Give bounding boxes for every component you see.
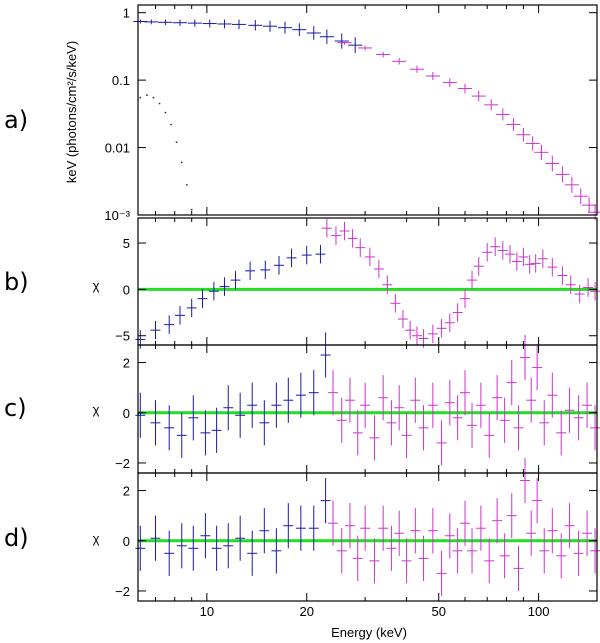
y-axis-title-flux: keV (photons/cm²/s/keV) bbox=[64, 41, 79, 183]
axes-frame bbox=[137, 344, 598, 474]
y-tick-label: −5 bbox=[115, 329, 130, 344]
panel-b-residuals: 5 0 −5 bbox=[115, 217, 600, 349]
series-1 bbox=[135, 244, 326, 349]
x-tick-label: 20 bbox=[299, 604, 313, 619]
y-tick-label: 5 bbox=[123, 236, 130, 251]
y-tick-label: 0 bbox=[123, 406, 130, 421]
data-point bbox=[185, 183, 188, 186]
panel-d-residuals: 20−210 20 50 100 bbox=[115, 457, 600, 619]
panel-label-c: c) bbox=[4, 394, 27, 422]
y-tick-label: −2 bbox=[115, 456, 130, 471]
y-tick-label: 0 bbox=[123, 282, 130, 297]
data-point bbox=[170, 123, 172, 126]
y-tick-label: 1 bbox=[123, 6, 130, 21]
data-point bbox=[180, 161, 183, 164]
data-point bbox=[190, 208, 193, 211]
x-axis-title: Energy (keV) bbox=[331, 625, 407, 640]
y-axis-title-chi-c: χ bbox=[93, 402, 100, 417]
axes-frame bbox=[137, 472, 598, 602]
data-point bbox=[152, 96, 155, 99]
data-point bbox=[175, 141, 178, 144]
x-tick-label: 100 bbox=[528, 604, 550, 619]
y-tick-label: 2 bbox=[123, 484, 130, 499]
data-point bbox=[158, 102, 161, 105]
y-tick-label: 10⁻³ bbox=[104, 208, 130, 223]
axes-frame bbox=[137, 217, 598, 346]
y-tick-label: −2 bbox=[115, 584, 130, 599]
panel-a-spectrum: 1 0.1 0.01 10⁻³ bbox=[104, 4, 600, 223]
y-tick-label: 0.01 bbox=[105, 141, 130, 156]
y-tick-label: 0.1 bbox=[112, 73, 130, 88]
panel-label-d: d) bbox=[4, 524, 29, 552]
data-point bbox=[164, 111, 167, 114]
panel-label-b: b) bbox=[4, 268, 29, 296]
panel-label-a: a) bbox=[4, 106, 28, 134]
series-1 bbox=[135, 332, 331, 458]
panel-c-residuals: 2 0 −2 bbox=[115, 332, 600, 474]
series-1 bbox=[133, 19, 363, 54]
series-2 bbox=[328, 457, 600, 596]
data-point bbox=[139, 96, 142, 99]
data-point bbox=[146, 94, 148, 96]
series-2 bbox=[321, 218, 600, 348]
y-tick-label: 2 bbox=[123, 356, 130, 371]
series-3 bbox=[139, 94, 193, 211]
y-axis-title-chi-d: χ bbox=[93, 531, 100, 546]
series-2 bbox=[337, 40, 600, 221]
series-1 bbox=[135, 478, 331, 576]
series-2 bbox=[328, 334, 600, 466]
axes-frame bbox=[137, 4, 598, 216]
x-tick-label: 10 bbox=[200, 604, 214, 619]
y-axis-title-chi-b: χ bbox=[93, 278, 100, 293]
y-tick-label: 0 bbox=[123, 534, 130, 549]
x-tick-label: 50 bbox=[431, 604, 445, 619]
